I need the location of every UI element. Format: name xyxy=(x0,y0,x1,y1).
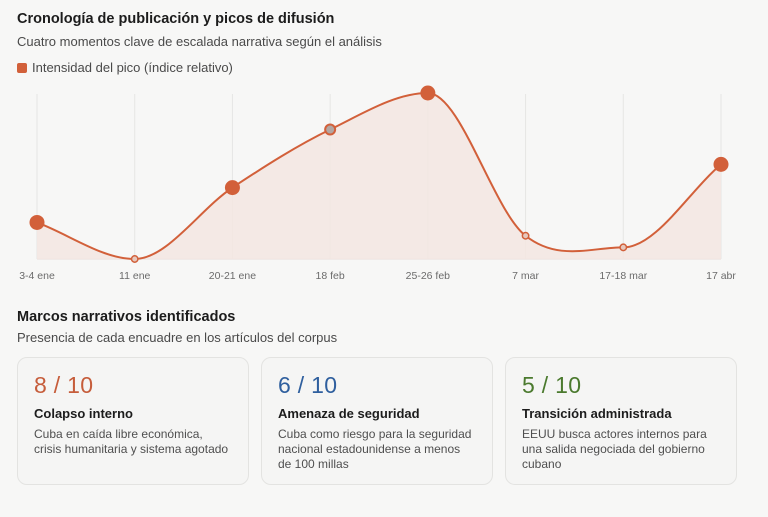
chart-title: Cronología de publicación y picos de dif… xyxy=(17,11,335,27)
x-axis-labels: 3-4 ene 11 ene 20-21 ene 18 feb 25-26 feb 7 m… xyxy=(19,270,736,282)
frame-description: Cuba como riesgo para la seguridad nacio… xyxy=(278,427,472,471)
frame-description: Cuba en caída libre económica, crisis hu… xyxy=(34,427,229,456)
chart-line xyxy=(36,91,722,261)
x-axis-label: 18 feb xyxy=(316,270,345,282)
x-axis-label: 17-18 mar xyxy=(599,270,647,282)
section-subtitle: Presencia de cada encuadre en los artícu… xyxy=(17,330,338,345)
x-axis-label: 11 ene xyxy=(119,270,150,282)
data-point-17-18-mar[interactable] xyxy=(619,243,628,252)
data-point-20-21-ene[interactable] xyxy=(224,180,240,196)
frame-score: 6 / 10 xyxy=(278,372,338,398)
legend-label: Intensidad del pico (índice relativo) xyxy=(32,60,233,75)
chart-points xyxy=(29,85,729,263)
frame-name: Amenaza de seguridad xyxy=(278,406,420,421)
x-axis-label: 3-4 ene xyxy=(19,270,55,282)
section-title: Marcos narrativos identificados xyxy=(17,309,236,325)
x-axis-label: 17 abr xyxy=(706,270,736,282)
data-point-18-feb[interactable] xyxy=(324,123,337,136)
x-axis-label: 20-21 ene xyxy=(209,270,256,282)
chart-legend: Intensidad del pico (índice relativo) xyxy=(17,60,233,75)
timeline-chart: 3-4 ene 11 ene 20-21 ene 18 feb 25-26 feb 7 m… xyxy=(19,85,736,282)
legend-swatch-icon xyxy=(17,62,27,73)
frame-score: 5 / 10 xyxy=(522,372,582,398)
frame-card-amenaza: 6 / 10 Amenaza de seguridad Cuba como ri… xyxy=(261,357,493,485)
x-axis-label: 7 mar xyxy=(512,270,539,282)
frame-card-colapso: 8 / 10 Colapso interno Cuba en caída lib… xyxy=(17,357,249,485)
data-point-7-mar[interactable] xyxy=(521,231,530,240)
data-point-17-abr[interactable] xyxy=(713,156,729,172)
data-point-11-ene[interactable] xyxy=(130,255,139,263)
x-axis-label: 25-26 feb xyxy=(406,270,451,282)
frame-cards: 8 / 10 Colapso interno Cuba en caída lib… xyxy=(17,357,737,485)
chart-area xyxy=(37,93,721,259)
frame-name: Colapso interno xyxy=(34,406,133,421)
frame-description: EEUU busca actores internos para una sal… xyxy=(522,427,707,471)
frame-score: 8 / 10 xyxy=(34,372,94,398)
data-point-25-26-feb[interactable] xyxy=(420,85,436,101)
data-point-3-4-ene[interactable] xyxy=(29,214,45,230)
frame-card-transicion: 5 / 10 Transición administrada EEUU busc… xyxy=(505,357,737,485)
frame-name: Transición administrada xyxy=(522,406,672,421)
chart-subtitle: Cuatro momentos clave de escalada narrat… xyxy=(17,34,382,49)
